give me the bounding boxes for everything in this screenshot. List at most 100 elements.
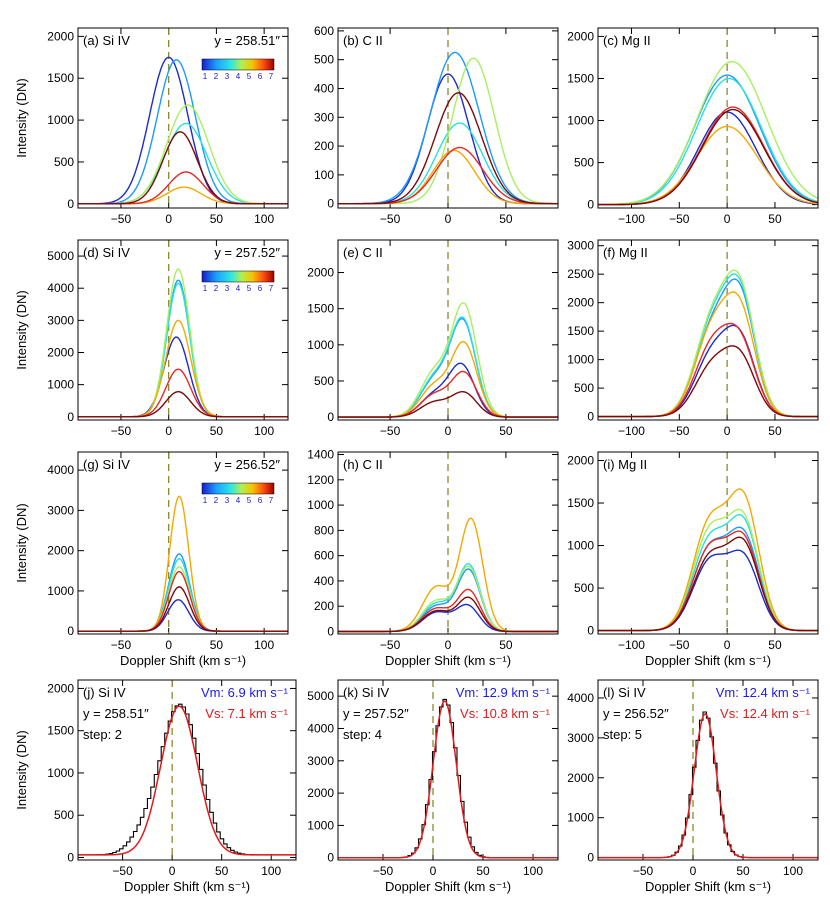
x-tick-label: 50 [768, 638, 782, 652]
colorbar-tick-label: 7 [269, 496, 274, 505]
vs-label: Vs: 7.1 km s⁻¹ [205, 706, 288, 721]
plot-area-b [338, 51, 558, 205]
series-line-step-2 [598, 526, 818, 632]
series-line-step-3 [598, 77, 818, 206]
series-line-step-4 [78, 104, 288, 205]
x-tick-label: −50 [669, 212, 690, 226]
series-line-step-5 [598, 291, 818, 418]
series-line-step-7 [78, 131, 288, 205]
plot-frame [597, 451, 819, 635]
y-tick-label: 4000 [47, 463, 74, 477]
colorbar-tick-label: 1 [203, 72, 208, 81]
series-line-step-7 [78, 391, 288, 418]
plot-area-c [598, 60, 818, 206]
gaussian-fit-line [338, 700, 558, 859]
panel-label: (j) Si IV [83, 685, 126, 700]
y-tick-label: 1000 [567, 811, 594, 825]
y-tick-label: 1500 [567, 496, 594, 510]
panel-h: −50 0 50 0 200 400 600 800 1000 1200 1400 (h) C II D… [307, 448, 559, 668]
x-tick-label: 0 [445, 424, 452, 438]
x-tick-label: −50 [669, 424, 690, 438]
x-tick-label: −50 [380, 424, 401, 438]
y-tick-label: 0 [327, 624, 334, 638]
y-tick-label: 1500 [47, 71, 74, 85]
plot-frame [77, 679, 297, 861]
plot-frame [337, 679, 559, 861]
y-tick-label: 600 [314, 24, 334, 38]
y-tick-label: 800 [314, 523, 334, 537]
x-tick-label: 100 [254, 638, 274, 652]
colorbar-tick-label: 3 [225, 284, 230, 293]
y-tick-label: 0 [67, 197, 74, 211]
y-tick-label: 500 [314, 53, 334, 67]
y-tick-label: 500 [54, 155, 74, 169]
y-tick-label: 1000 [307, 818, 334, 832]
colorbar-tick-label: 2 [214, 284, 219, 293]
y-tick-label: 0 [327, 410, 334, 424]
series-line-step-1 [598, 324, 818, 418]
plot-area-i [598, 488, 818, 632]
y-tick-label: 200 [314, 139, 334, 153]
position-label: y = 257.52″ [214, 245, 280, 260]
step-label: step: 2 [83, 727, 122, 742]
panel-label: (i) Mg II [603, 457, 647, 472]
panel-label: (f) Mg II [603, 245, 648, 260]
plot-frame [337, 27, 559, 209]
colorbar-tick-label: 1 [203, 496, 208, 505]
x-tick-label: −50 [111, 638, 132, 652]
y-tick-label: 0 [587, 851, 594, 865]
y-tick-label: 0 [327, 851, 334, 865]
colorbar-tick-label: 3 [225, 496, 230, 505]
plot-area-k [338, 698, 558, 859]
x-tick-label: −50 [380, 638, 401, 652]
x-tick-label: 0 [445, 212, 452, 226]
colorbar-tick-label: 7 [269, 284, 274, 293]
position-label: y = 258.51″ [214, 33, 280, 48]
y-tick-label: 2000 [47, 544, 74, 558]
y-tick-label: 500 [574, 381, 594, 395]
x-tick-label: 50 [210, 424, 224, 438]
x-tick-label: −50 [380, 212, 401, 226]
series-line-step-7 [598, 536, 818, 632]
panel-label: (g) Si IV [83, 457, 130, 472]
y-tick-label: 1400 [307, 448, 334, 462]
x-tick-label: 100 [783, 864, 803, 878]
step-colorbar [201, 482, 275, 495]
x-tick-label: −50 [112, 864, 133, 878]
gaussian-fit-line [78, 705, 296, 856]
x-tick-label: 50 [768, 212, 782, 226]
x-tick-label: 100 [261, 864, 281, 878]
plot-area-j [78, 703, 296, 856]
x-tick-label: −100 [618, 212, 645, 226]
y-tick-label: 1000 [567, 353, 594, 367]
step-colorbar [201, 58, 275, 71]
x-tick-label: 50 [476, 864, 490, 878]
series-line-step-3 [78, 282, 288, 418]
series-line-step-2 [78, 553, 288, 632]
panel-label: (l) Si IV [603, 685, 646, 700]
y-tick-label: 1000 [47, 584, 74, 598]
series-line-step-7 [598, 345, 818, 418]
step-label: step: 4 [343, 727, 382, 742]
series-line-step-7 [598, 108, 818, 206]
series-line-step-1 [78, 599, 288, 632]
y-tick-label: 0 [67, 850, 74, 864]
x-tick-label: −50 [633, 864, 654, 878]
y-axis-title: Intensity (DN) [14, 78, 29, 157]
y-tick-label: 1000 [47, 766, 74, 780]
y-tick-label: 2000 [47, 681, 74, 695]
panel-label: (b) C II [343, 33, 383, 48]
y-tick-label: 1000 [307, 498, 334, 512]
y-tick-label: 3000 [47, 503, 74, 517]
y-tick-label: 1000 [567, 114, 594, 128]
vm-label: Vm: 12.9 km s⁻¹ [456, 685, 551, 700]
y-tick-label: 2500 [567, 267, 594, 281]
vs-label: Vs: 10.8 km s⁻¹ [460, 706, 551, 721]
